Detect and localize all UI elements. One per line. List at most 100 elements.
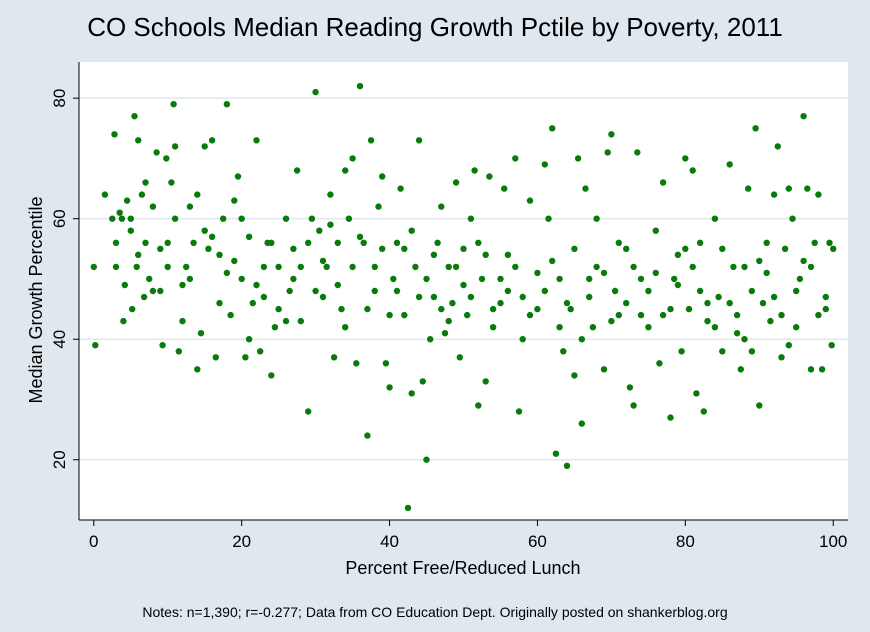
data-point: [475, 402, 482, 409]
data-point: [711, 215, 719, 222]
data-point: [730, 263, 737, 271]
data-point: [678, 348, 685, 355]
data-point: [556, 324, 563, 331]
data-point: [415, 137, 423, 144]
data-point: [733, 330, 741, 337]
data-point: [212, 354, 219, 361]
data-point: [430, 293, 438, 301]
data-point: [807, 263, 815, 271]
data-point: [445, 263, 452, 271]
data-point: [142, 179, 149, 186]
x-axis-ticks: 0 20 40 60 80 100: [89, 520, 847, 551]
data-point: [379, 173, 386, 180]
data-point: [140, 293, 148, 301]
data-point: [685, 305, 693, 313]
data-point: [135, 137, 142, 144]
data-point: [208, 137, 216, 144]
data-point: [781, 245, 789, 252]
data-point: [534, 269, 541, 277]
data-point: [541, 287, 548, 295]
data-point: [253, 281, 260, 289]
data-point: [504, 287, 512, 295]
data-point: [467, 293, 475, 301]
data-point: [121, 281, 128, 289]
data-point: [541, 161, 548, 168]
y-tick-label: 40: [50, 330, 69, 349]
data-point: [268, 239, 275, 246]
data-point: [293, 167, 301, 174]
data-point: [133, 263, 140, 271]
data-point: [123, 197, 131, 204]
data-point: [693, 390, 700, 397]
data-point: [589, 324, 597, 331]
y-axis-label: Median Growth Percentile: [26, 196, 46, 403]
data-point: [201, 143, 208, 150]
data-point: [826, 239, 833, 246]
data-point: [316, 227, 323, 234]
data-point: [478, 275, 486, 283]
data-point: [312, 88, 319, 96]
data-points: [90, 82, 837, 512]
data-point: [305, 239, 312, 246]
data-point: [101, 191, 109, 198]
data-point: [804, 185, 811, 192]
data-point: [497, 275, 504, 283]
data-point: [815, 311, 822, 319]
data-point: [242, 354, 249, 361]
data-point: [486, 173, 493, 180]
data-point: [371, 287, 378, 295]
data-point: [778, 311, 785, 319]
data-point: [515, 408, 523, 415]
data-point: [349, 263, 356, 271]
data-point: [371, 263, 378, 271]
data-point: [190, 239, 197, 246]
data-point: [319, 293, 327, 301]
y-axis-ticks: 20 40 60 80: [50, 89, 79, 469]
data-point: [408, 390, 415, 397]
data-point: [696, 239, 704, 246]
data-point: [118, 215, 126, 222]
data-point: [667, 414, 674, 421]
data-point: [356, 233, 364, 240]
data-point: [637, 275, 645, 283]
data-point: [689, 263, 696, 271]
scatter-plot: 0 20 40 60 80 100 20 40 60 80 Percent Free/Reduc…: [26, 62, 848, 578]
data-point: [593, 215, 600, 222]
data-point: [822, 305, 829, 313]
data-point: [386, 384, 393, 391]
data-point: [367, 137, 375, 144]
data-point: [604, 149, 611, 156]
data-point: [552, 450, 560, 457]
data-point: [467, 215, 475, 222]
data-point: [582, 185, 589, 192]
data-point: [268, 372, 275, 379]
data-point: [175, 348, 182, 355]
data-point: [615, 311, 622, 319]
data-point: [719, 245, 726, 252]
data-point: [745, 185, 752, 192]
data-point: [482, 378, 489, 385]
data-point: [519, 336, 526, 343]
data-point: [227, 311, 234, 319]
data-point: [545, 215, 552, 222]
chart-title: CO Schools Median Reading Growth Pctile …: [87, 12, 783, 42]
data-point: [194, 191, 201, 198]
data-point: [815, 191, 822, 198]
data-point: [205, 245, 212, 252]
data-point: [623, 299, 630, 307]
data-point: [567, 305, 574, 313]
data-point: [482, 251, 489, 258]
data-point: [171, 143, 179, 150]
data-point: [645, 287, 652, 295]
x-tick-label: 80: [676, 532, 695, 551]
data-point: [767, 317, 774, 325]
data-point: [645, 324, 652, 331]
data-point: [556, 275, 563, 283]
data-point: [608, 317, 615, 325]
data-point: [275, 263, 282, 271]
data-point: [449, 299, 456, 307]
data-point: [615, 239, 622, 246]
data-point: [312, 287, 319, 295]
data-point: [504, 251, 512, 258]
y-tick-label: 20: [50, 450, 69, 469]
